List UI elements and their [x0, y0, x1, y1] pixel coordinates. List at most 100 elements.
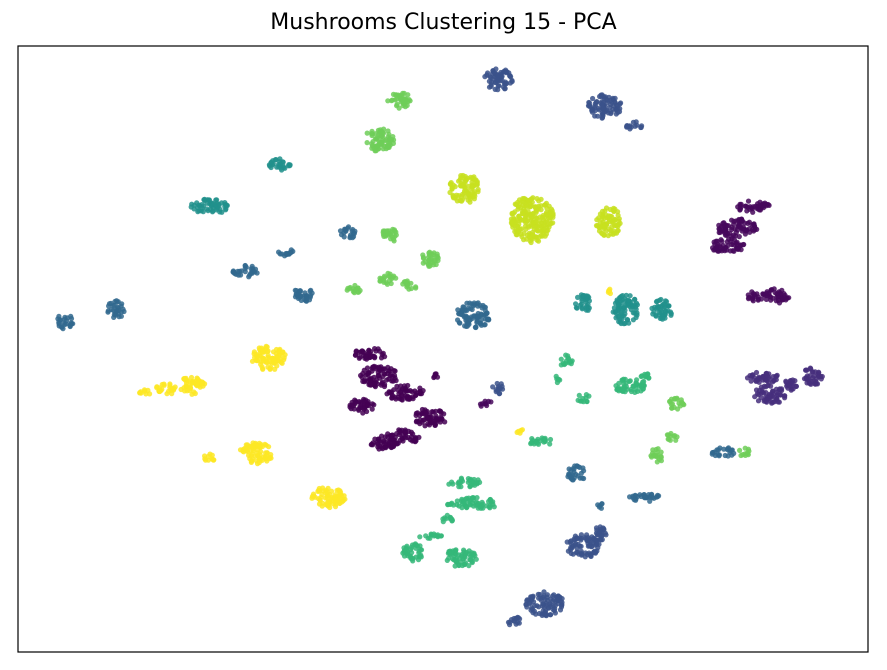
cluster-0-blob-7 [431, 371, 441, 381]
scatter-point [786, 382, 792, 388]
scatter-point [68, 320, 74, 326]
scatter-point [465, 175, 471, 181]
scatter-point [467, 483, 473, 489]
scatter-point [782, 393, 788, 399]
cluster-7-blob-10 [737, 445, 752, 459]
scatter-point [606, 213, 612, 219]
scatter-point [337, 228, 344, 234]
scatter-point [449, 479, 455, 485]
scatter-point [542, 214, 548, 220]
scatter-point [387, 136, 393, 142]
scatter-point [341, 493, 347, 499]
scatter-point [309, 493, 315, 500]
scatter-point [715, 241, 721, 247]
scatter-point [454, 502, 460, 508]
scatter-point [749, 296, 756, 302]
scatter-point [400, 550, 406, 556]
scatter-point [438, 533, 444, 539]
scatter-point [743, 203, 749, 209]
scatter-point [379, 433, 385, 439]
scatter-point [611, 305, 618, 311]
scatter-point [380, 146, 386, 152]
scatter-point [615, 228, 621, 234]
scatter-point [266, 444, 272, 450]
scatter-point [478, 505, 484, 511]
scatter-point [578, 548, 584, 555]
scatter-point [773, 377, 779, 383]
scatter-point [349, 235, 356, 241]
scatter-point [614, 311, 620, 317]
scatter-point [568, 467, 574, 473]
scatter-point [763, 371, 769, 377]
scatter-point [202, 196, 208, 202]
cluster-0-blob-0 [352, 346, 388, 362]
scatter-point [427, 535, 433, 541]
cluster-8-blob-2 [593, 205, 623, 239]
scatter-point [731, 218, 737, 224]
scatter-point [536, 198, 542, 204]
scatter-point [161, 381, 167, 387]
cluster-7-blob-7 [667, 395, 687, 412]
scatter-point [484, 503, 490, 509]
scatter-point [658, 454, 664, 460]
scatter-point [455, 307, 461, 313]
scatter-point [608, 227, 614, 234]
scatter-point [379, 380, 385, 386]
scatter-point [413, 284, 419, 290]
scatter-point [110, 303, 116, 309]
scatter-point [538, 597, 544, 603]
scatter-point [316, 501, 323, 507]
scatter-point [230, 268, 236, 274]
scatter-point [60, 326, 66, 332]
scatter-point [108, 306, 115, 313]
scatter-point [489, 71, 496, 77]
scatter-point [537, 234, 543, 240]
scatter-point [468, 476, 474, 482]
scatter-point [384, 377, 390, 383]
cluster-0-blob-4 [413, 406, 448, 429]
scatter-point [449, 500, 455, 506]
scatter-point [727, 230, 733, 236]
scatter-point [283, 251, 289, 257]
cluster-3-blob-4 [593, 524, 609, 543]
scatter-point [616, 109, 623, 115]
scatter-point [115, 299, 121, 305]
scatter-point [156, 388, 162, 394]
scatter-point [580, 465, 586, 471]
scatter-point [578, 537, 584, 543]
scatter-point [632, 296, 638, 303]
scatter-point [498, 71, 504, 77]
scatter-point [467, 300, 473, 306]
scatter-point [423, 533, 429, 539]
scatter-point [819, 373, 825, 380]
cluster-5-blob-4 [649, 296, 674, 322]
scatter-point [449, 518, 455, 524]
scatter-point [143, 391, 149, 397]
scatter-point [400, 103, 406, 109]
scatter-point [327, 504, 333, 511]
scatter-point [438, 410, 444, 416]
scatter-point [568, 546, 574, 553]
scatter-point [481, 312, 487, 318]
scatter-point [403, 435, 409, 441]
scatter-point [503, 69, 509, 75]
scatter-point [574, 549, 580, 555]
plot-area [17, 45, 869, 653]
scatter-point [606, 288, 612, 294]
scatter-point [575, 294, 581, 300]
scatter-point [454, 198, 460, 204]
scatter-point [594, 541, 600, 547]
cluster-2-blob-3 [783, 377, 799, 393]
scatter-point [620, 385, 626, 391]
scatter-point [187, 382, 193, 388]
scatter-point [739, 218, 746, 224]
scatter-point [488, 74, 494, 81]
scatter-point [423, 410, 429, 416]
scatter-point [366, 348, 372, 354]
scatter-point [417, 417, 423, 423]
scatter-point [599, 231, 605, 237]
scatter-point [611, 208, 617, 214]
scatter-point [581, 292, 587, 299]
scatter-point [633, 306, 639, 312]
scatter-point [265, 355, 271, 361]
